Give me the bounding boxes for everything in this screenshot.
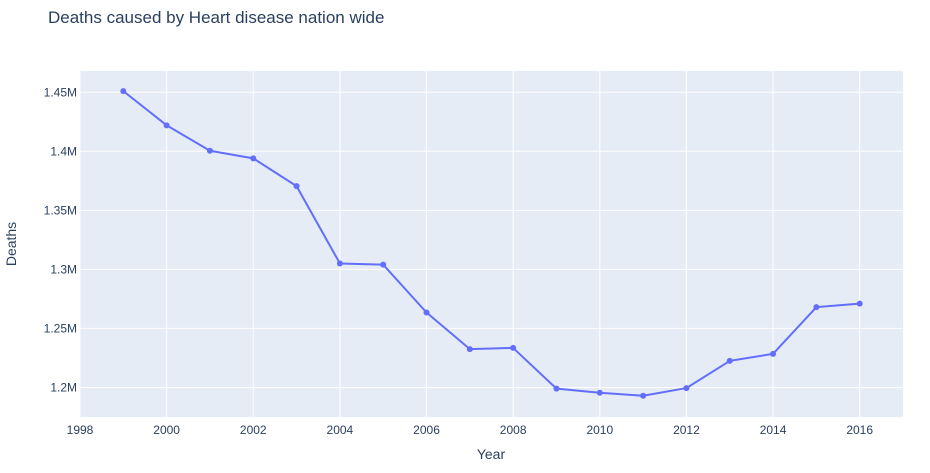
x-tick-label: 1998 xyxy=(67,423,94,437)
x-tick-label: 2000 xyxy=(153,423,180,437)
data-point[interactable] xyxy=(813,304,820,311)
data-point[interactable] xyxy=(510,344,517,351)
y-tick-label: 1.2M xyxy=(50,380,77,394)
x-tick-label: 2008 xyxy=(500,423,527,437)
x-tick-label: 2004 xyxy=(327,423,354,437)
x-tick-label: 2006 xyxy=(413,423,440,437)
y-axis-title: Deaths xyxy=(3,222,19,266)
x-tick-label: 2016 xyxy=(846,423,873,437)
data-point[interactable] xyxy=(163,122,170,129)
y-tick-label: 1.45M xyxy=(44,85,77,99)
x-tick-label: 2014 xyxy=(760,423,787,437)
y-tick-label: 1.25M xyxy=(44,321,77,335)
plot-area xyxy=(80,71,903,417)
data-point[interactable] xyxy=(380,261,387,268)
y-tick-label: 1.35M xyxy=(44,203,77,217)
data-point[interactable] xyxy=(423,309,430,316)
data-point[interactable] xyxy=(466,346,473,353)
chart-title: Deaths caused by Heart disease nation wi… xyxy=(48,8,384,27)
data-point[interactable] xyxy=(770,350,777,357)
x-tick-label: 2002 xyxy=(240,423,267,437)
y-axis-ticks: 1.2M 1.25M 1.3M 1.35M 1.4M 1.45M xyxy=(44,85,77,394)
data-point[interactable] xyxy=(596,389,603,396)
x-tick-label: 2012 xyxy=(673,423,700,437)
x-axis-ticks: 1998 2000 2002 2004 2006 2008 2010 2012 2014 2016 xyxy=(67,423,874,437)
data-point[interactable] xyxy=(553,385,560,392)
data-point[interactable] xyxy=(336,260,343,267)
series-points xyxy=(120,88,863,399)
data-point[interactable] xyxy=(206,147,213,154)
data-point[interactable] xyxy=(250,155,257,162)
data-point[interactable] xyxy=(293,183,300,190)
y-tick-label: 1.3M xyxy=(50,262,77,276)
gridlines xyxy=(79,71,903,417)
y-tick-label: 1.4M xyxy=(50,144,77,158)
data-point[interactable] xyxy=(683,385,690,392)
data-point[interactable] xyxy=(640,392,647,399)
data-point[interactable] xyxy=(726,357,733,364)
data-point[interactable] xyxy=(120,88,127,95)
x-tick-label: 2010 xyxy=(586,423,613,437)
data-point[interactable] xyxy=(856,300,863,307)
x-axis-title: Year xyxy=(477,446,506,462)
series-line xyxy=(122,90,860,397)
